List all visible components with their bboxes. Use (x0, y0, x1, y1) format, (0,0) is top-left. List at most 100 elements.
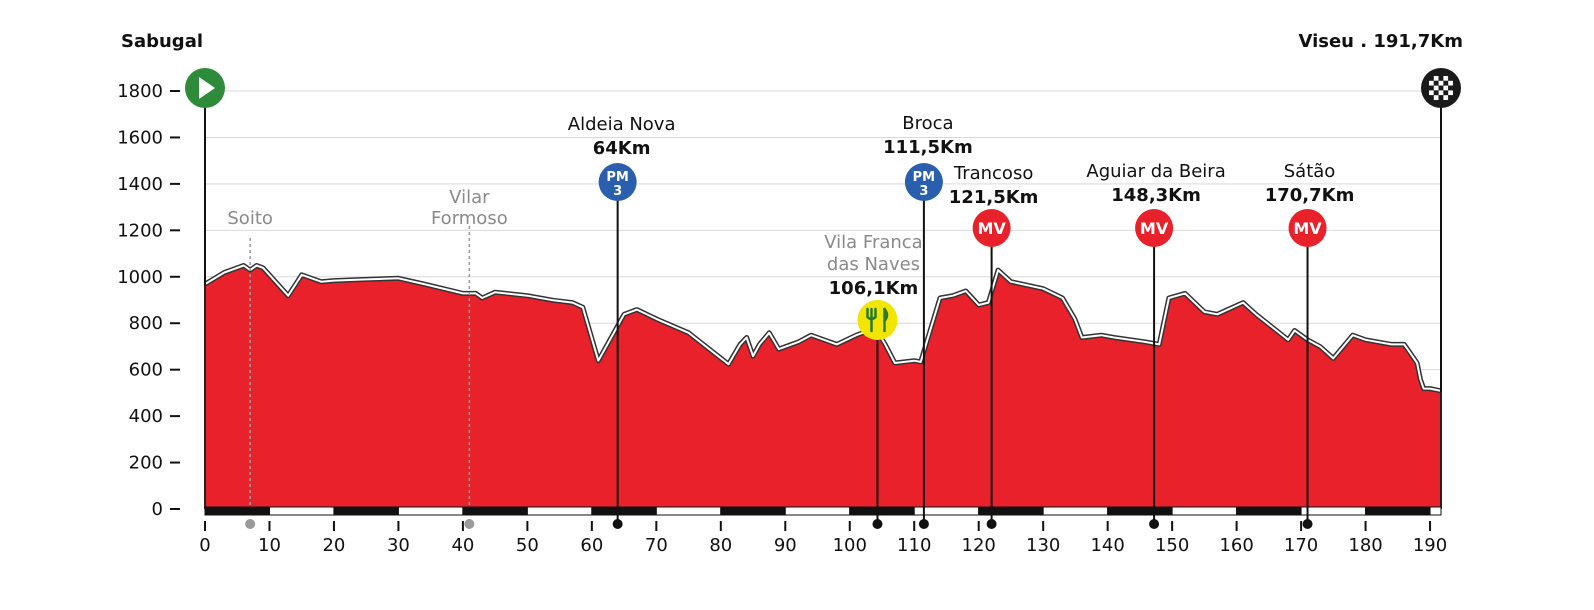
elevation-profile (203, 263, 1442, 509)
town-dot-icon (245, 519, 256, 529)
checker-square (1433, 76, 1439, 81)
km-bar-segment (591, 506, 657, 516)
x-tick-label: 170 (1284, 535, 1318, 556)
checker-square (1448, 76, 1453, 81)
checker-square (1433, 80, 1439, 86)
x-tick-label: 90 (774, 535, 797, 556)
km-bar-segment (204, 506, 270, 516)
km-scale-bar (204, 506, 1442, 516)
x-tick-label: 40 (451, 535, 474, 556)
checker-square (1443, 76, 1449, 81)
climb-category-label: PM (606, 170, 628, 185)
checker-square (1443, 80, 1449, 86)
marker-name-label: Aldeia Nova (568, 114, 676, 135)
y-tick-label: 600 (129, 360, 163, 381)
km-bar-segment (268, 506, 335, 516)
sprint-badge-label: MV (977, 219, 1006, 238)
town-dot-icon (464, 519, 475, 529)
checker-square (1448, 90, 1453, 96)
x-tick-label: 0 (199, 535, 210, 556)
climb-category-label: PM (913, 170, 935, 185)
y-tick-label: 1600 (117, 127, 163, 148)
checker-square (1429, 76, 1434, 81)
start-city-label: Sabugal (121, 31, 203, 52)
y-tick-label: 800 (129, 313, 163, 334)
km-bar-segment (1171, 506, 1238, 516)
x-tick-label: 120 (962, 535, 996, 556)
x-tick-label: 180 (1348, 535, 1382, 556)
y-tick-label: 400 (129, 406, 163, 427)
feed-zone-km-label: 106,1Km (829, 278, 919, 299)
km-bar-segment (1107, 506, 1173, 516)
km-bar-segment (720, 506, 786, 516)
profile-highlight (204, 264, 1442, 392)
km-bar-segment (397, 506, 464, 516)
km-bar-segment (655, 506, 722, 516)
marker-dot-icon (1302, 519, 1313, 529)
checker-square (1438, 90, 1444, 96)
feed-zone-name-label: Vila Franca (824, 232, 922, 253)
sprint-badge-label: MV (1293, 219, 1322, 238)
marker-name-label: Broca (902, 113, 953, 134)
y-tick-label: 1200 (117, 220, 163, 241)
checker-square (1443, 95, 1449, 100)
checker-square (1438, 85, 1444, 91)
y-tick-label: 0 (152, 499, 163, 520)
marker-name-label: Sátão (1284, 161, 1336, 182)
checker-square (1438, 76, 1444, 81)
fork-base (866, 315, 877, 321)
x-tick-label: 60 (580, 535, 603, 556)
climb-category-number: 3 (919, 184, 928, 199)
x-tick-label: 130 (1026, 535, 1060, 556)
marker-dot-icon (612, 519, 623, 529)
km-bar-segment (526, 506, 593, 516)
climb-badge-icon (598, 163, 637, 201)
km-bar-segment (1042, 506, 1109, 516)
x-tick-label: 110 (897, 535, 931, 556)
y-tick-label: 1400 (117, 174, 163, 195)
km-bar-segment (1429, 506, 1442, 516)
x-tick-label: 150 (1155, 535, 1189, 556)
km-bar-segment (978, 506, 1044, 516)
y-tick-label: 1000 (117, 267, 163, 288)
marker-km-label: 111,5Km (883, 137, 973, 158)
play-icon (199, 77, 215, 99)
marker-dot-icon (918, 519, 929, 529)
km-bar-segment (1365, 506, 1431, 516)
x-tick-label: 20 (322, 535, 345, 556)
axes: 0 200 400 600 800 1000 1200 1400 1600 1800 0 10 20 30… (117, 81, 1447, 556)
sprint-badge-label: MV (1140, 219, 1169, 238)
marker-km-label: 148,3Km (1111, 185, 1201, 206)
marker-km-label: 64Km (593, 138, 651, 159)
marker-km-label: 121,5Km (949, 187, 1039, 208)
checker-square (1433, 85, 1439, 91)
climb-category-number: 3 (613, 184, 622, 199)
x-tick-label: 160 (1219, 535, 1253, 556)
sprint-badge-icon (1135, 209, 1174, 247)
x-tick-label: 80 (709, 535, 732, 556)
knife-edge (883, 307, 889, 323)
x-tick-label: 140 (1090, 535, 1124, 556)
marker-name-label: Aguiar da Beira (1086, 161, 1225, 182)
x-tick-label: 100 (833, 535, 867, 556)
x-tick-label: 10 (258, 535, 281, 556)
y-tick-label: 1800 (117, 81, 163, 102)
marker-dot-icon (1149, 519, 1160, 529)
checker-square (1448, 80, 1453, 86)
km-bar-segment (333, 506, 399, 516)
km-bar-segment (1236, 506, 1302, 516)
sprint-badge-icon (972, 209, 1011, 247)
checker-square (1448, 95, 1453, 100)
x-tick-label: 70 (645, 535, 668, 556)
x-tick-label: 50 (516, 535, 539, 556)
checker-square (1433, 95, 1439, 100)
x-tick-label: 30 (387, 535, 410, 556)
checker-square (1433, 90, 1439, 96)
feed-zone-icon (857, 300, 898, 340)
marker-dot-icon (872, 519, 883, 529)
checker-square (1438, 95, 1444, 100)
fork-knife-icon (866, 307, 889, 333)
town-name-label: Soito (227, 208, 273, 229)
